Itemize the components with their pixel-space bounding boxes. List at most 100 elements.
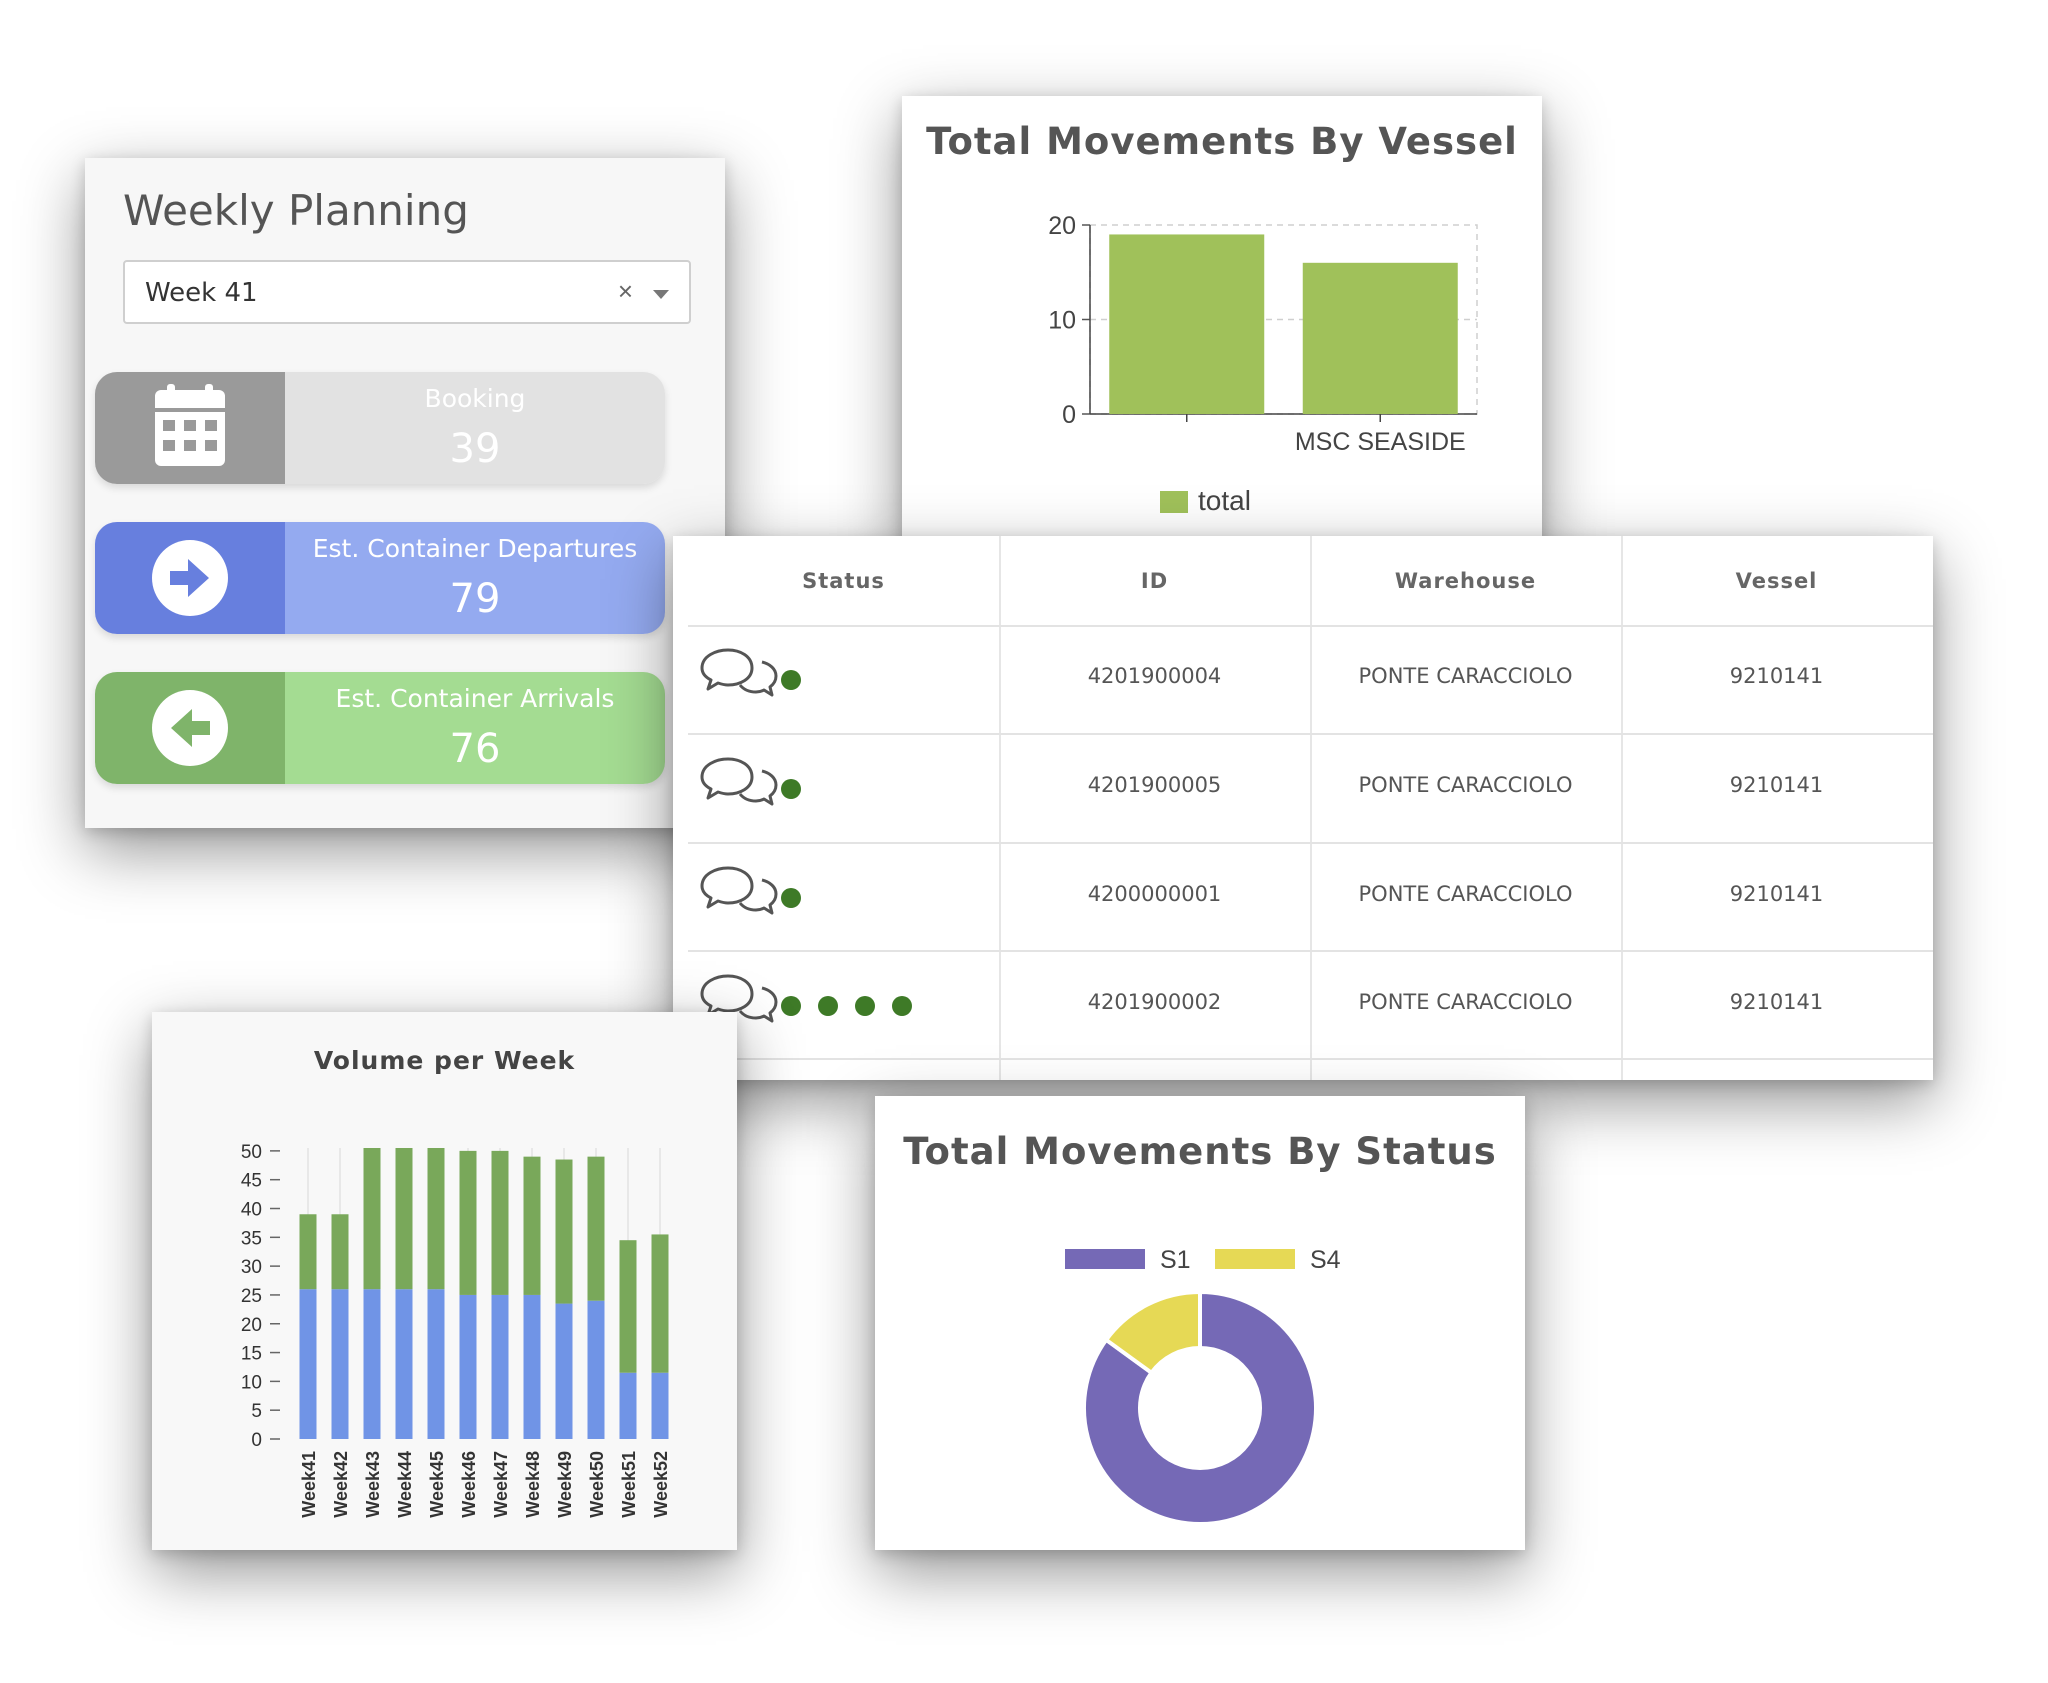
volume-bar-upper[interactable]	[363, 1148, 381, 1290]
volume-bar-lower[interactable]	[299, 1289, 317, 1439]
calendar-icon	[155, 384, 225, 466]
column-header-vessel[interactable]: Vessel	[1735, 569, 1818, 593]
vessel-legend-label: total	[1198, 485, 1251, 516]
volume-bar-lower[interactable]	[619, 1372, 637, 1439]
volume-bar-lower[interactable]	[651, 1372, 669, 1439]
vessel-x-tick-label: MSC SEASIDE	[1295, 428, 1466, 456]
cell-vessel: 9210141	[1729, 664, 1824, 688]
volume-y-tick-label: 0	[251, 1430, 262, 1451]
status-dot	[818, 996, 838, 1016]
volume-bar-lower[interactable]	[395, 1289, 413, 1439]
vessel-bar-chart: 0 10 20 MSC SEASIDE total	[1048, 212, 1478, 516]
status-cell	[700, 974, 912, 1023]
cell-warehouse: PONTE CARACCIOLO	[1358, 773, 1573, 797]
volume-x-tick-label: Week43	[363, 1451, 383, 1518]
departures-label: Est. Container Departures	[312, 534, 638, 563]
cell-vessel: 9210141	[1729, 990, 1824, 1014]
clear-selection-icon[interactable]: ×	[617, 276, 633, 306]
chat-bubbles-icon[interactable]	[700, 648, 778, 697]
arrivals-label: Est. Container Arrivals	[335, 684, 615, 713]
cell-warehouse: PONTE CARACCIOLO	[1358, 882, 1573, 906]
volume-bar-upper[interactable]	[491, 1150, 509, 1295]
volume-bar-upper[interactable]	[587, 1156, 605, 1301]
column-header-status[interactable]: Status	[802, 569, 885, 593]
chevron-down-icon[interactable]	[653, 290, 669, 299]
row-divider	[688, 842, 1933, 844]
volume-bar-lower[interactable]	[587, 1300, 605, 1439]
row-divider	[688, 733, 1933, 735]
volume-bar-lower[interactable]	[331, 1289, 349, 1439]
booking-label: Booking	[424, 384, 526, 413]
row-divider	[688, 950, 1933, 952]
volume-x-tick-label: Week45	[427, 1451, 447, 1518]
status-cell	[700, 757, 801, 806]
vessel-y-tick-label: 20	[1048, 212, 1076, 240]
status-dot	[781, 888, 801, 908]
volume-x-tick-label: Week49	[555, 1451, 575, 1518]
arrivals-icon-box	[95, 672, 285, 784]
volume-bar-upper[interactable]	[651, 1234, 669, 1373]
cell-id: 4201900002	[1087, 990, 1222, 1014]
status-legend-label[interactable]: S1	[1160, 1246, 1191, 1274]
volume-y-tick-label: 15	[241, 1344, 262, 1365]
chat-bubbles-icon[interactable]	[700, 974, 778, 1023]
vessel-chart-panel: Total Movements By Vessel 0 10 20 MSC SEASI…	[902, 96, 1542, 552]
volume-bar-upper[interactable]	[427, 1148, 445, 1290]
movements-table: Status ID Warehouse Vessel 4201900004 PONTE C…	[673, 536, 1933, 1080]
column-divider	[1621, 536, 1623, 1080]
table-row[interactable]: 4200000001 PONTE CARACCIOLO 9210141	[673, 844, 1933, 952]
chat-bubbles-icon[interactable]	[700, 757, 778, 806]
status-cell	[700, 648, 801, 697]
vessel-bar[interactable]	[1109, 234, 1265, 414]
volume-bar-lower[interactable]	[491, 1294, 509, 1439]
week-select[interactable]: Week 41 ×	[123, 260, 691, 324]
weekly-planning-title: Weekly Planning	[123, 186, 469, 235]
volume-bar-upper[interactable]	[331, 1214, 349, 1290]
booking-icon-box	[95, 372, 285, 484]
chat-bubbles-icon[interactable]	[700, 866, 778, 915]
volume-bar-lower[interactable]	[459, 1294, 477, 1439]
status-dot	[855, 996, 875, 1016]
departures-icon-box	[95, 522, 285, 634]
volume-bar-lower[interactable]	[555, 1303, 573, 1439]
status-chart-panel: Total Movements By Status S1 S4	[875, 1096, 1525, 1550]
volume-x-tick-label: Week47	[491, 1451, 511, 1518]
volume-bar-lower[interactable]	[363, 1289, 381, 1439]
volume-x-tick-label: Week42	[331, 1451, 351, 1518]
status-legend-label[interactable]: S4	[1310, 1246, 1341, 1274]
volume-bar-upper[interactable]	[395, 1148, 413, 1290]
status-donut-slice[interactable]	[1103, 1289, 1202, 1376]
volume-y-tick-label: 50	[241, 1142, 262, 1163]
volume-bar-lower[interactable]	[523, 1294, 541, 1439]
volume-bar-upper[interactable]	[619, 1240, 637, 1373]
departures-value: 79	[449, 576, 501, 622]
volume-bar-lower[interactable]	[427, 1289, 445, 1439]
table-row[interactable]: 4201900002 PONTE CARACCIOLO 9210141	[673, 952, 1933, 1060]
volume-y-tick-label: 10	[241, 1372, 262, 1393]
volume-x-tick-label: Week44	[395, 1451, 415, 1518]
status-dot	[781, 996, 801, 1016]
booking-stat-card[interactable]: Booking 39	[95, 372, 665, 484]
volume-bar-upper[interactable]	[299, 1214, 317, 1290]
volume-x-tick-label: Week51	[619, 1451, 639, 1518]
row-divider	[688, 1058, 1933, 1060]
volume-bar-upper[interactable]	[459, 1150, 477, 1295]
volume-bar-upper[interactable]	[523, 1156, 541, 1295]
status-donut-slice[interactable]	[1082, 1289, 1318, 1526]
table-row[interactable]: 4201900004 PONTE CARACCIOLO 9210141	[673, 626, 1933, 734]
vessel-bar[interactable]	[1302, 262, 1458, 414]
volume-y-tick-label: 35	[241, 1228, 262, 1249]
table-row[interactable]: 4201900005 PONTE CARACCIOLO 9210141	[673, 735, 1933, 843]
weekly-planning-panel: Weekly Planning Week 41 ×	[85, 158, 725, 828]
arrivals-stat-card[interactable]: Est. Container Arrivals 76	[95, 672, 665, 784]
volume-bar-upper[interactable]	[555, 1159, 573, 1304]
status-legend-swatch	[1065, 1249, 1145, 1269]
column-header-id[interactable]: ID	[1140, 569, 1169, 593]
cell-warehouse: PONTE CARACCIOLO	[1358, 990, 1573, 1014]
departures-stat-card[interactable]: Est. Container Departures 79	[95, 522, 665, 634]
column-header-warehouse[interactable]: Warehouse	[1394, 569, 1537, 593]
volume-y-tick-label: 5	[251, 1401, 262, 1422]
volume-x-tick-label: Week46	[459, 1451, 479, 1518]
status-dot	[781, 670, 801, 690]
volume-y-tick-label: 20	[241, 1315, 262, 1336]
